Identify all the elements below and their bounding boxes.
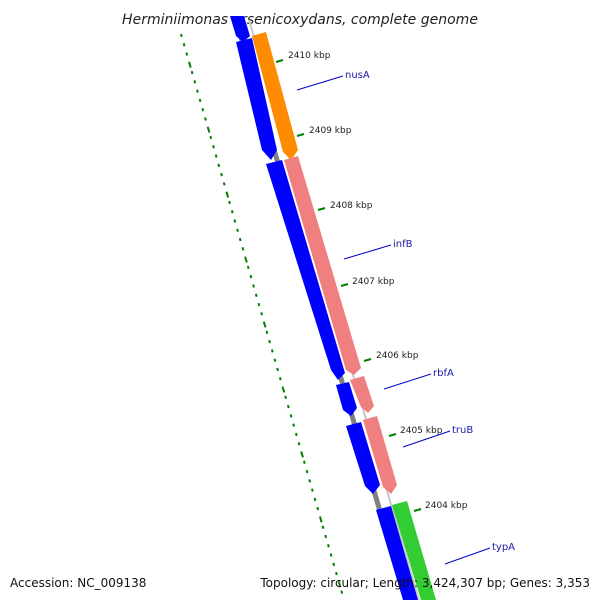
track-tick <box>236 228 239 233</box>
track-tick <box>198 98 202 103</box>
track-tick <box>276 367 279 372</box>
track-tick <box>332 562 336 567</box>
forward-strand-genes <box>252 32 436 600</box>
track-tick <box>262 321 267 328</box>
reverse-strand-genes <box>230 16 418 600</box>
track-tick <box>257 302 261 307</box>
kbp-tick-label: 2404 kbp <box>425 501 468 511</box>
gene-labels: nusA infB rbfA truB typA <box>296 70 515 565</box>
track-tick <box>284 395 288 400</box>
track-tick <box>302 460 306 464</box>
gene-label-nusA[interactable]: nusA <box>345 70 370 81</box>
track-tick <box>233 219 237 223</box>
kbp-tick-label: 2407 kbp <box>352 277 395 287</box>
track-tick <box>188 61 192 68</box>
track-tick <box>180 33 183 38</box>
track-tick <box>268 339 271 344</box>
gc-tick-track <box>180 33 346 600</box>
gene-block-rbfA[interactable] <box>350 376 374 413</box>
track-tick <box>260 312 263 316</box>
track-tick <box>244 256 248 263</box>
track-tick <box>214 154 218 158</box>
gene-block-typA[interactable] <box>392 501 436 600</box>
gene-block-nusA[interactable] <box>252 32 298 160</box>
track-tick <box>217 163 221 168</box>
track-tick <box>196 89 199 93</box>
track-tick <box>316 506 320 511</box>
reverse-cds-block[interactable] <box>266 160 345 380</box>
track-tick <box>292 423 296 427</box>
track-tick <box>270 349 274 353</box>
track-tick <box>222 182 226 186</box>
gene-label-rbfA[interactable]: rbfA <box>433 368 454 379</box>
kbp-tick-label: 2405 kbp <box>400 426 443 436</box>
track-tick <box>185 52 189 56</box>
gene-label-typA[interactable]: typA <box>492 542 515 553</box>
track-tick <box>337 581 342 588</box>
track-tick <box>252 284 255 288</box>
track-tick <box>294 432 298 437</box>
track-tick <box>249 274 253 279</box>
track-tick <box>265 330 269 335</box>
track-tick <box>335 571 338 576</box>
track-tick <box>206 126 211 133</box>
track-tick <box>321 525 325 529</box>
track-tick <box>308 479 312 483</box>
reverse-cds-block[interactable] <box>236 38 277 160</box>
track-tick <box>319 516 323 523</box>
kbp-tick-label: 2406 kbp <box>376 351 419 361</box>
reverse-cds-block[interactable] <box>346 422 380 494</box>
track-tick <box>190 70 194 75</box>
track-tick <box>327 544 330 548</box>
reverse-cds-block[interactable] <box>230 16 250 42</box>
track-tick <box>209 135 213 140</box>
track-tick <box>286 404 290 409</box>
gene-label-infB[interactable]: infB <box>393 239 413 250</box>
track-tick <box>305 469 309 474</box>
track-tick <box>310 488 314 492</box>
track-tick <box>220 172 223 177</box>
track-tick <box>182 43 186 47</box>
track-tick <box>329 553 333 557</box>
track-tick <box>254 293 258 297</box>
track-tick <box>297 442 301 446</box>
kbp-tick-label: 2409 kbp <box>309 126 352 136</box>
track-tick <box>273 358 277 362</box>
gene-label-truB[interactable]: truB <box>452 425 473 436</box>
kbp-tick-label: 2408 kbp <box>330 201 373 211</box>
gene-block-truB[interactable] <box>363 416 397 494</box>
reverse-cds-block[interactable] <box>336 382 357 416</box>
track-tick <box>238 237 242 242</box>
map-title: Herminiimonas arsenicoxydans, complete g… <box>122 12 478 28</box>
track-tick <box>201 107 205 112</box>
track-tick <box>241 247 245 251</box>
track-tick <box>313 497 317 502</box>
track-tick <box>281 386 286 393</box>
track-tick <box>230 210 234 214</box>
genome-summary-label: Topology: circular; Length: 3,424,307 bp… <box>259 576 590 590</box>
track-tick <box>278 377 282 381</box>
track-tick <box>324 534 328 539</box>
track-tick <box>246 265 250 270</box>
track-tick <box>340 590 344 594</box>
accession-label: Accession: NC_009138 <box>10 576 146 590</box>
reverse-cds-block[interactable] <box>376 506 418 600</box>
kbp-scale: 2410 kbp 2409 kbp 2408 kbp 2407 kbp 2406… <box>275 51 468 512</box>
track-tick <box>193 80 197 84</box>
track-tick <box>225 191 230 198</box>
track-tick <box>204 117 207 121</box>
track-tick <box>212 145 215 149</box>
kbp-tick-label: 2410 kbp <box>288 51 331 61</box>
track-tick <box>300 451 304 458</box>
track-tick <box>289 414 293 418</box>
track-tick <box>228 200 231 205</box>
gene-block-infB[interactable] <box>284 156 361 375</box>
